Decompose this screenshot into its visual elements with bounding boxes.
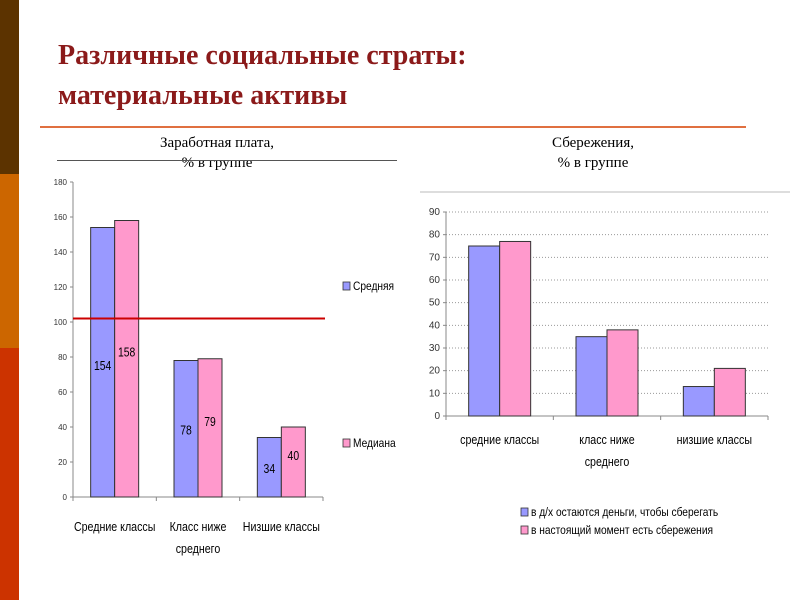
bar-series2 xyxy=(713,367,746,417)
bar-series1 xyxy=(468,245,501,417)
y-tick-label: 60 xyxy=(58,388,67,397)
right-header-line1: Сбережения, xyxy=(552,135,634,151)
category-label: низшие классы xyxy=(677,432,752,447)
bar-series1 xyxy=(682,386,715,417)
category-label: Класс ниже xyxy=(170,519,227,534)
legend-label: в д/х остаются деньги, чтобы сберегать xyxy=(531,506,718,519)
y-tick-label: 40 xyxy=(58,423,67,432)
bar-series1 xyxy=(173,360,199,498)
legend-label: в настоящий момент есть сбережения xyxy=(531,524,713,537)
right-header-line2: % в группе xyxy=(557,155,629,171)
legend-label: Средняя xyxy=(353,280,394,293)
legend-swatch xyxy=(342,438,351,448)
y-tick-label: 20 xyxy=(58,458,67,467)
slide-title-line1: Различные социальные страты: xyxy=(58,40,467,71)
y-tick-label: 0 xyxy=(63,493,68,502)
title-divider xyxy=(40,126,746,128)
y-tick-label: 0 xyxy=(434,411,440,422)
y-tick-label: 70 xyxy=(429,252,441,263)
y-tick-label: 10 xyxy=(429,388,441,399)
category-label: среднего xyxy=(585,454,630,469)
data-label: 154 xyxy=(94,359,112,373)
y-tick-label: 40 xyxy=(429,320,441,331)
data-label: 34 xyxy=(264,462,276,476)
legend-swatch xyxy=(520,507,529,517)
y-tick-label: 50 xyxy=(429,298,441,309)
left-header-line2: % в группе xyxy=(181,155,253,171)
category-label: среднего xyxy=(176,541,221,556)
data-label: 158 xyxy=(118,346,136,360)
left-header-divider xyxy=(57,160,397,161)
y-tick-label: 140 xyxy=(54,248,68,257)
data-label: 79 xyxy=(204,415,216,429)
y-tick-label: 80 xyxy=(58,353,67,362)
bar-series2 xyxy=(499,240,532,417)
bar-series1 xyxy=(256,437,282,498)
y-tick-label: 100 xyxy=(54,318,68,327)
bar-series2 xyxy=(114,220,140,498)
legend-swatch xyxy=(342,281,351,291)
bar-series2 xyxy=(280,426,306,498)
legend-swatch xyxy=(520,525,529,535)
y-tick-label: 60 xyxy=(429,275,441,286)
data-label: 40 xyxy=(288,449,300,463)
y-tick-label: 20 xyxy=(429,366,441,377)
slide-title-line2: материальные активы xyxy=(58,80,348,111)
decor-strip-orange xyxy=(0,174,19,348)
data-label: 78 xyxy=(180,424,192,438)
left-header-line1: Заработная плата, xyxy=(159,135,275,151)
bar-series2 xyxy=(606,329,639,417)
decor-strip-red xyxy=(0,348,19,600)
y-tick-label: 90 xyxy=(429,207,441,218)
decor-strip-brown xyxy=(0,0,19,174)
y-tick-label: 80 xyxy=(429,230,441,241)
y-tick-label: 160 xyxy=(54,213,68,222)
right-chart-header: Сбережения, % в группе xyxy=(473,133,713,173)
bar-series2 xyxy=(197,358,223,498)
category-label: средние классы xyxy=(460,432,539,447)
bar-series1 xyxy=(575,336,608,417)
category-label: Низшие классы xyxy=(243,519,320,534)
y-tick-label: 120 xyxy=(54,283,68,292)
y-tick-label: 180 xyxy=(54,178,68,187)
category-label: Средние классы xyxy=(74,519,155,534)
y-tick-label: 30 xyxy=(429,343,441,354)
category-label: класс ниже xyxy=(579,432,635,447)
left-chart-header: Заработная плата, % в группе xyxy=(97,133,337,173)
legend-label: Медиана xyxy=(353,437,396,450)
